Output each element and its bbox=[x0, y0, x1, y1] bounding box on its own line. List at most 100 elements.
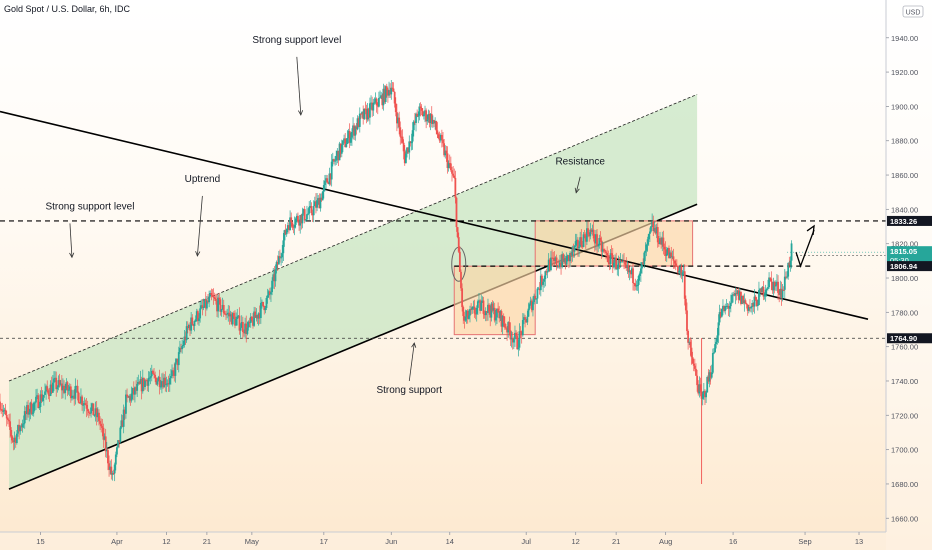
candle-body bbox=[430, 113, 433, 124]
candle-body bbox=[628, 270, 631, 273]
candle-body bbox=[409, 141, 412, 144]
candle-body bbox=[469, 309, 471, 316]
time-tick-label: 21 bbox=[203, 537, 211, 546]
candle-body bbox=[708, 372, 711, 382]
candle-body bbox=[452, 173, 455, 176]
candle-body bbox=[304, 219, 307, 221]
candle-body bbox=[755, 299, 758, 306]
candle-body bbox=[717, 322, 720, 336]
candle-body bbox=[189, 324, 191, 331]
candle-body bbox=[340, 144, 343, 154]
candle-body bbox=[254, 311, 257, 318]
candle-body bbox=[418, 106, 421, 116]
candle-body bbox=[29, 402, 32, 413]
candle-body bbox=[416, 113, 419, 117]
candle-body bbox=[778, 292, 781, 295]
candle-body bbox=[237, 315, 240, 317]
candle-body bbox=[143, 377, 145, 388]
candle-body bbox=[50, 384, 53, 393]
candle-body bbox=[706, 376, 709, 393]
candle-body bbox=[5, 414, 8, 419]
candle-body bbox=[223, 313, 226, 315]
candle-body bbox=[282, 240, 285, 254]
candle-body bbox=[398, 117, 401, 128]
candle-body bbox=[295, 215, 298, 219]
candle-body bbox=[638, 273, 641, 277]
candle-body bbox=[266, 295, 269, 298]
time-tick-label: 12 bbox=[572, 537, 580, 546]
candle-body bbox=[402, 142, 405, 152]
candle-body bbox=[246, 327, 249, 334]
candle-body bbox=[49, 384, 52, 396]
candle-body bbox=[751, 303, 754, 308]
uptrend-channel-fill bbox=[8, 94, 698, 490]
candle-body bbox=[604, 249, 606, 252]
candle-body bbox=[385, 86, 388, 90]
candle-body bbox=[55, 377, 58, 390]
candle-body bbox=[33, 402, 36, 404]
candle-body bbox=[393, 91, 396, 104]
candle-body bbox=[99, 421, 101, 424]
candle-body bbox=[502, 315, 505, 324]
candle-body bbox=[104, 436, 107, 452]
candle-body bbox=[570, 253, 573, 256]
candle-body bbox=[691, 357, 694, 364]
price-tick-label: 1840.00 bbox=[891, 205, 918, 214]
candle-body bbox=[742, 295, 745, 304]
projection-arrow-path bbox=[795, 229, 815, 268]
candle-body bbox=[485, 311, 488, 313]
candle-body bbox=[216, 300, 218, 312]
candle-body bbox=[728, 306, 731, 309]
candle-body bbox=[463, 316, 466, 321]
candle-body bbox=[663, 246, 666, 250]
candle-body bbox=[92, 403, 95, 416]
candle-body bbox=[537, 288, 540, 290]
candle-body bbox=[213, 297, 216, 300]
candle-body bbox=[458, 251, 461, 272]
candle-body bbox=[114, 454, 117, 465]
annotation-label: Resistance bbox=[555, 157, 605, 168]
candle-body bbox=[716, 335, 719, 342]
time-tick-label: Jul bbox=[521, 537, 531, 546]
candle-body bbox=[178, 347, 181, 353]
price-tick-label: 1860.00 bbox=[891, 171, 918, 180]
candle-body bbox=[627, 265, 630, 273]
candle-body bbox=[509, 330, 512, 340]
candle-body bbox=[376, 105, 379, 107]
candle-body bbox=[599, 237, 602, 241]
annotation-arrow bbox=[296, 56, 302, 115]
candle-body bbox=[772, 282, 775, 291]
candle-body bbox=[330, 161, 333, 180]
candle-body bbox=[201, 305, 204, 308]
candle-body bbox=[517, 347, 520, 350]
time-tick-label: May bbox=[245, 537, 259, 546]
candle-body bbox=[483, 313, 486, 316]
candle-body bbox=[678, 270, 681, 273]
candle-body bbox=[473, 306, 476, 314]
candle-body bbox=[91, 403, 94, 408]
candle-body bbox=[243, 332, 245, 334]
candle-body bbox=[411, 130, 414, 142]
candle-body bbox=[110, 466, 113, 475]
candle-body bbox=[771, 281, 774, 291]
candle-body bbox=[320, 197, 323, 201]
candle-body bbox=[263, 305, 266, 311]
candle-body bbox=[80, 396, 82, 403]
candle-body bbox=[121, 420, 124, 427]
candle-body bbox=[664, 249, 667, 256]
candle-body bbox=[0, 401, 1, 410]
candle-body bbox=[355, 126, 358, 130]
candle-body bbox=[382, 88, 385, 106]
candle-body bbox=[245, 323, 248, 334]
candle-body bbox=[89, 412, 91, 414]
candle-body bbox=[579, 237, 582, 247]
candle-body bbox=[747, 307, 750, 311]
chart-title: Gold Spot / U.S. Dollar, 6h, IDC bbox=[4, 4, 131, 14]
candle-body bbox=[270, 292, 272, 295]
candle-body bbox=[765, 288, 768, 290]
annotation-arrow-head bbox=[574, 187, 580, 194]
candle-body bbox=[322, 185, 325, 192]
candle-body bbox=[119, 427, 122, 442]
candle-body bbox=[23, 411, 26, 424]
